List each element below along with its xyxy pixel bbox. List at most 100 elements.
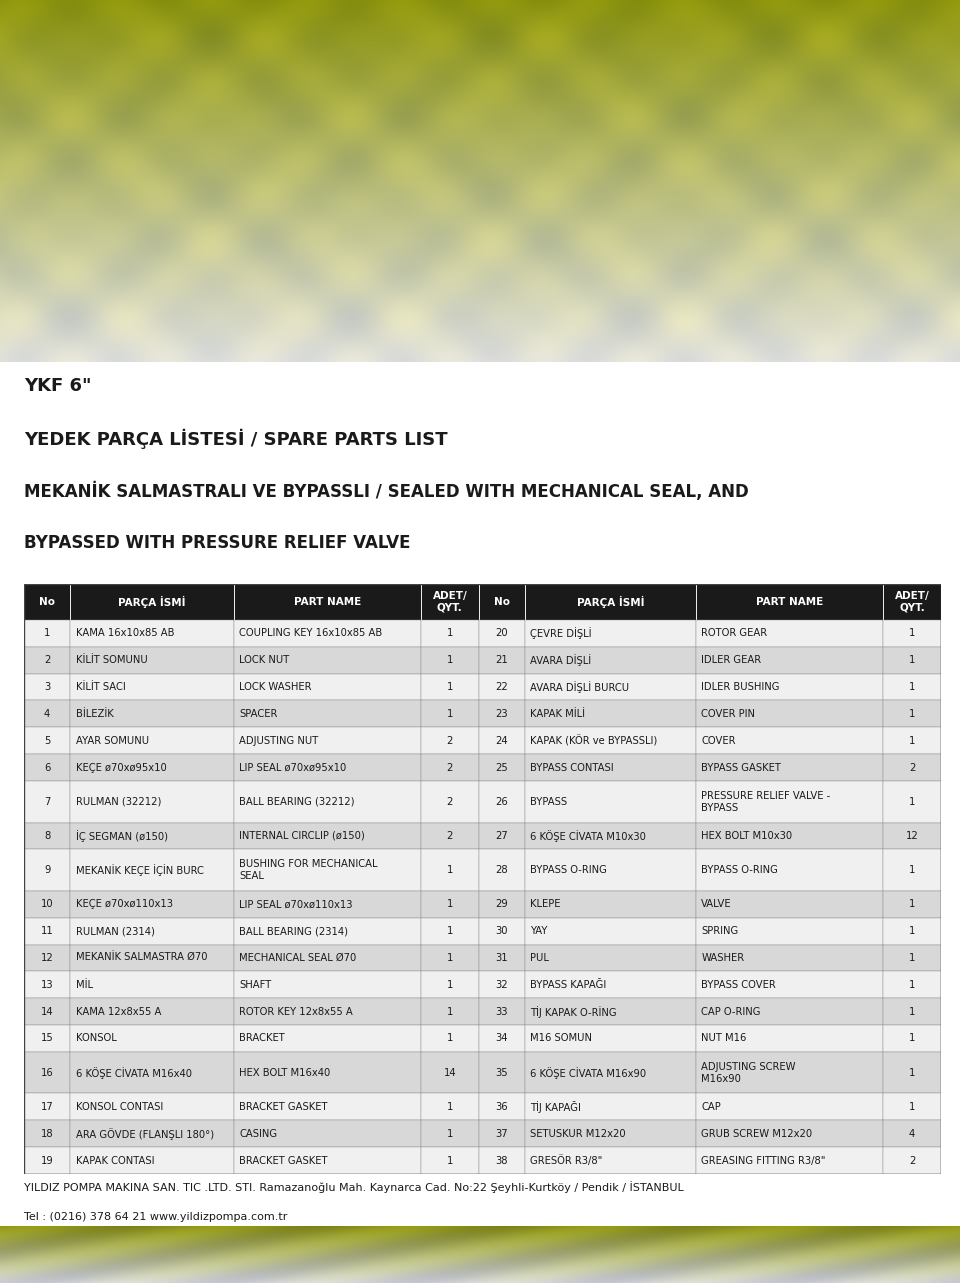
Text: KONSOL CONTASI: KONSOL CONTASI xyxy=(76,1102,163,1112)
Text: INTERNAL CIRCLIP (ø150): INTERNAL CIRCLIP (ø150) xyxy=(239,831,365,840)
Text: KEÇE ø70xø95x10: KEÇE ø70xø95x10 xyxy=(76,762,167,772)
Text: 25: 25 xyxy=(495,762,508,772)
Text: 23: 23 xyxy=(495,709,508,718)
Text: 16: 16 xyxy=(40,1067,54,1078)
Bar xyxy=(478,822,525,849)
Text: MEKANİK SALMASTRALI VE BYPASSLI / SEALED WITH MECHANICAL SEAL, AND: MEKANİK SALMASTRALI VE BYPASSLI / SEALED… xyxy=(24,481,749,500)
Text: 4: 4 xyxy=(909,1129,915,1139)
Text: AVARA DİŞLİ BURCU: AVARA DİŞLİ BURCU xyxy=(530,681,630,693)
Text: 1: 1 xyxy=(446,1007,453,1016)
Text: 26: 26 xyxy=(495,797,508,807)
Text: 30: 30 xyxy=(495,926,508,937)
Text: 13: 13 xyxy=(41,980,54,989)
Bar xyxy=(70,1120,233,1147)
Text: COUPLING KEY 16x10x85 AB: COUPLING KEY 16x10x85 AB xyxy=(239,629,382,639)
Bar xyxy=(525,647,696,674)
Text: LOCK NUT: LOCK NUT xyxy=(239,656,289,665)
Text: ADJUSTING SCREW
M16x90: ADJUSTING SCREW M16x90 xyxy=(702,1061,796,1084)
Bar xyxy=(233,822,421,849)
Text: 36: 36 xyxy=(495,1102,508,1112)
Text: 9: 9 xyxy=(44,865,50,875)
Text: KİLİT SOMUNU: KİLİT SOMUNU xyxy=(76,656,148,665)
Text: 2: 2 xyxy=(446,831,453,840)
Bar xyxy=(70,584,233,620)
Text: 32: 32 xyxy=(495,980,508,989)
Text: COVER PIN: COVER PIN xyxy=(702,709,756,718)
Text: ADET/
QYT.: ADET/ QYT. xyxy=(432,591,468,613)
Bar xyxy=(24,998,70,1025)
Text: ARA GÖVDE (FLANŞLI 180°): ARA GÖVDE (FLANŞLI 180°) xyxy=(76,1128,214,1139)
Bar xyxy=(24,944,70,971)
Text: KAPAK CONTASI: KAPAK CONTASI xyxy=(76,1156,155,1165)
Bar xyxy=(525,890,696,917)
Text: 31: 31 xyxy=(495,953,508,964)
Bar xyxy=(70,701,233,727)
Text: MİL: MİL xyxy=(76,980,93,989)
Bar xyxy=(233,674,421,701)
Text: GRESÖR R3/8": GRESÖR R3/8" xyxy=(530,1155,603,1166)
Text: BYPASS COVER: BYPASS COVER xyxy=(702,980,776,989)
Bar xyxy=(525,917,696,944)
Text: 1: 1 xyxy=(909,953,915,964)
Text: YKF 6": YKF 6" xyxy=(24,376,91,395)
Text: 17: 17 xyxy=(40,1102,54,1112)
Bar xyxy=(70,754,233,781)
Text: MECHANICAL SEAL Ø70: MECHANICAL SEAL Ø70 xyxy=(239,953,356,964)
Text: ROTOR KEY 12x8x55 A: ROTOR KEY 12x8x55 A xyxy=(239,1007,353,1016)
Text: RULMAN (2314): RULMAN (2314) xyxy=(76,926,155,937)
Text: 1: 1 xyxy=(446,980,453,989)
Text: PARÇA İSMİ: PARÇA İSMİ xyxy=(577,595,644,608)
Text: 12: 12 xyxy=(905,831,919,840)
Bar xyxy=(883,822,941,849)
Text: 1: 1 xyxy=(446,1034,453,1043)
Text: KLEPE: KLEPE xyxy=(530,899,561,910)
Bar xyxy=(233,849,421,890)
Text: IDLER BUSHING: IDLER BUSHING xyxy=(702,683,780,692)
Text: 2: 2 xyxy=(44,656,50,665)
Text: BYPASS GASKET: BYPASS GASKET xyxy=(702,762,781,772)
Bar xyxy=(233,727,421,754)
Bar xyxy=(233,944,421,971)
Text: PUL: PUL xyxy=(530,953,549,964)
Text: LIP SEAL ø70xø110x13: LIP SEAL ø70xø110x13 xyxy=(239,899,352,910)
Bar xyxy=(883,754,941,781)
Bar xyxy=(478,917,525,944)
Bar xyxy=(883,971,941,998)
Bar xyxy=(478,754,525,781)
Text: BYPASS O-RING: BYPASS O-RING xyxy=(530,865,608,875)
Bar xyxy=(478,1025,525,1052)
Text: KAPAK MİLİ: KAPAK MİLİ xyxy=(530,709,586,718)
Text: 1: 1 xyxy=(909,709,915,718)
Bar xyxy=(421,584,478,620)
Bar xyxy=(525,998,696,1025)
Text: NUT M16: NUT M16 xyxy=(702,1034,747,1043)
Text: TİJ KAPAK O-RİNG: TİJ KAPAK O-RİNG xyxy=(530,1006,617,1017)
Bar xyxy=(883,1147,941,1174)
Bar xyxy=(883,701,941,727)
Text: 1: 1 xyxy=(909,1007,915,1016)
Bar xyxy=(883,1025,941,1052)
Bar xyxy=(70,781,233,822)
Bar xyxy=(696,944,883,971)
Bar xyxy=(70,971,233,998)
Text: VALVE: VALVE xyxy=(702,899,732,910)
Bar xyxy=(421,701,478,727)
Text: BRACKET: BRACKET xyxy=(239,1034,285,1043)
Bar xyxy=(525,1120,696,1147)
Bar xyxy=(478,944,525,971)
Bar xyxy=(233,1025,421,1052)
Bar xyxy=(525,701,696,727)
Text: 22: 22 xyxy=(495,683,508,692)
Bar xyxy=(525,1052,696,1093)
Bar xyxy=(421,917,478,944)
Bar xyxy=(70,998,233,1025)
Text: 29: 29 xyxy=(495,899,508,910)
Bar xyxy=(233,1052,421,1093)
Text: 10: 10 xyxy=(41,899,54,910)
Bar xyxy=(421,1052,478,1093)
Text: GRUB SCREW M12x20: GRUB SCREW M12x20 xyxy=(702,1129,812,1139)
Text: KAPAK (KÖR ve BYPASSLI): KAPAK (KÖR ve BYPASSLI) xyxy=(530,735,658,747)
Text: 28: 28 xyxy=(495,865,508,875)
Text: 1: 1 xyxy=(909,797,915,807)
Bar xyxy=(478,674,525,701)
